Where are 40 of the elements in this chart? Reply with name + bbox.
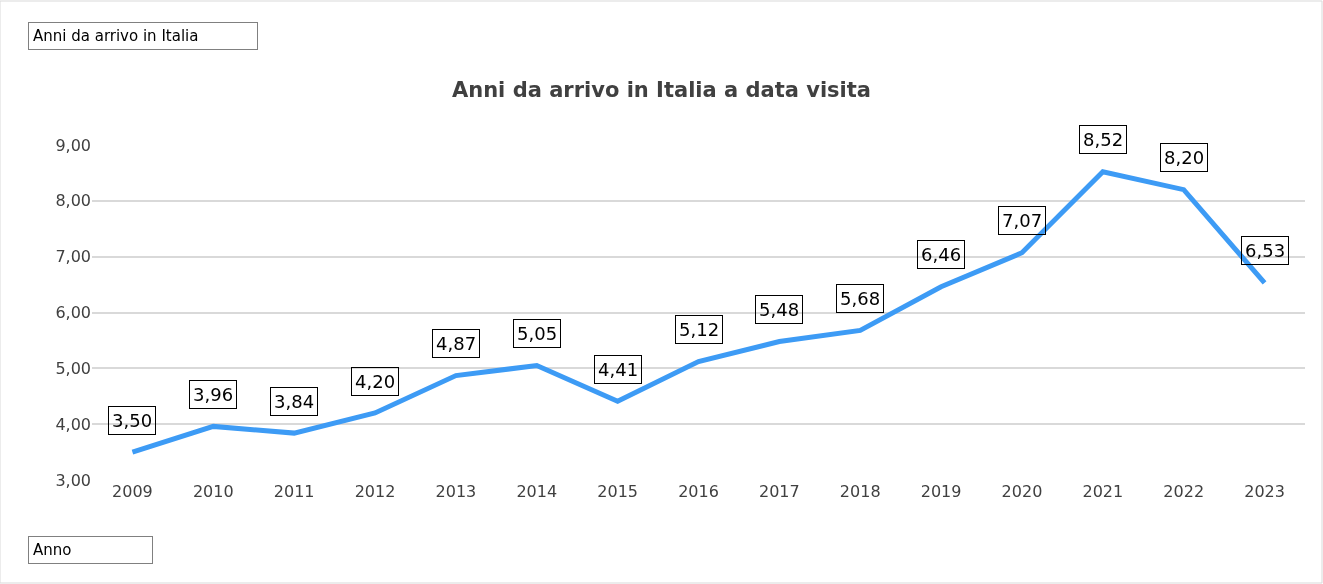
x-tick-label: 2021 — [1082, 482, 1124, 501]
x-tick-label: 2016 — [678, 482, 719, 501]
data-label: 5,68 — [840, 288, 881, 309]
y-tick-label: 6,00 — [55, 303, 91, 323]
data-label: 8,52 — [1083, 129, 1124, 150]
text: Anni da arrivo in Italia — [33, 27, 199, 45]
x-tick-label: 2015 — [597, 482, 638, 501]
data-label: 3,84 — [274, 391, 315, 412]
x-tick-label: 2022 — [1163, 482, 1205, 501]
x-tick-label: 2020 — [1001, 482, 1043, 501]
y-tick-label: 8,00 — [55, 191, 91, 211]
data-label: 3,96 — [193, 384, 234, 405]
data-label: 6,46 — [921, 244, 962, 265]
y-tick-label: 3,00 — [55, 470, 91, 490]
x-tick-label: 2011 — [273, 482, 315, 501]
y-tick-label: 9,00 — [55, 135, 91, 155]
y-tick-label: 7,00 — [55, 247, 91, 267]
x-tick-label: 2012 — [354, 482, 396, 501]
data-label: 4,87 — [436, 333, 477, 354]
x-tick-label: 2014 — [516, 482, 558, 501]
x-tick-label: 2013 — [435, 482, 477, 501]
chart-title: Anni da arrivo in Italia a data visita — [451, 77, 872, 102]
x-tick-label: 2017 — [759, 482, 800, 501]
x-tick-label: 2019 — [920, 482, 962, 501]
data-label: 4,20 — [355, 371, 396, 392]
x-tick-label: 2009 — [112, 482, 153, 501]
text: Anno — [33, 541, 72, 559]
data-label: 3,50 — [112, 410, 153, 431]
y-tick-label: 4,00 — [55, 414, 91, 434]
data-label: 8,20 — [1164, 147, 1205, 168]
data-label: 4,41 — [598, 359, 639, 380]
data-label: 5,48 — [759, 299, 800, 320]
y-tick-label: 5,00 — [55, 358, 91, 378]
data-label: 6,53 — [1245, 240, 1286, 261]
data-label: 7,07 — [1002, 210, 1043, 231]
x-tick-label: 2023 — [1244, 482, 1285, 501]
data-label: 5,12 — [679, 319, 720, 340]
data-label: 5,05 — [517, 323, 558, 344]
x-tick-label: 2018 — [839, 482, 881, 501]
x-tick-label: 2010 — [192, 482, 234, 501]
